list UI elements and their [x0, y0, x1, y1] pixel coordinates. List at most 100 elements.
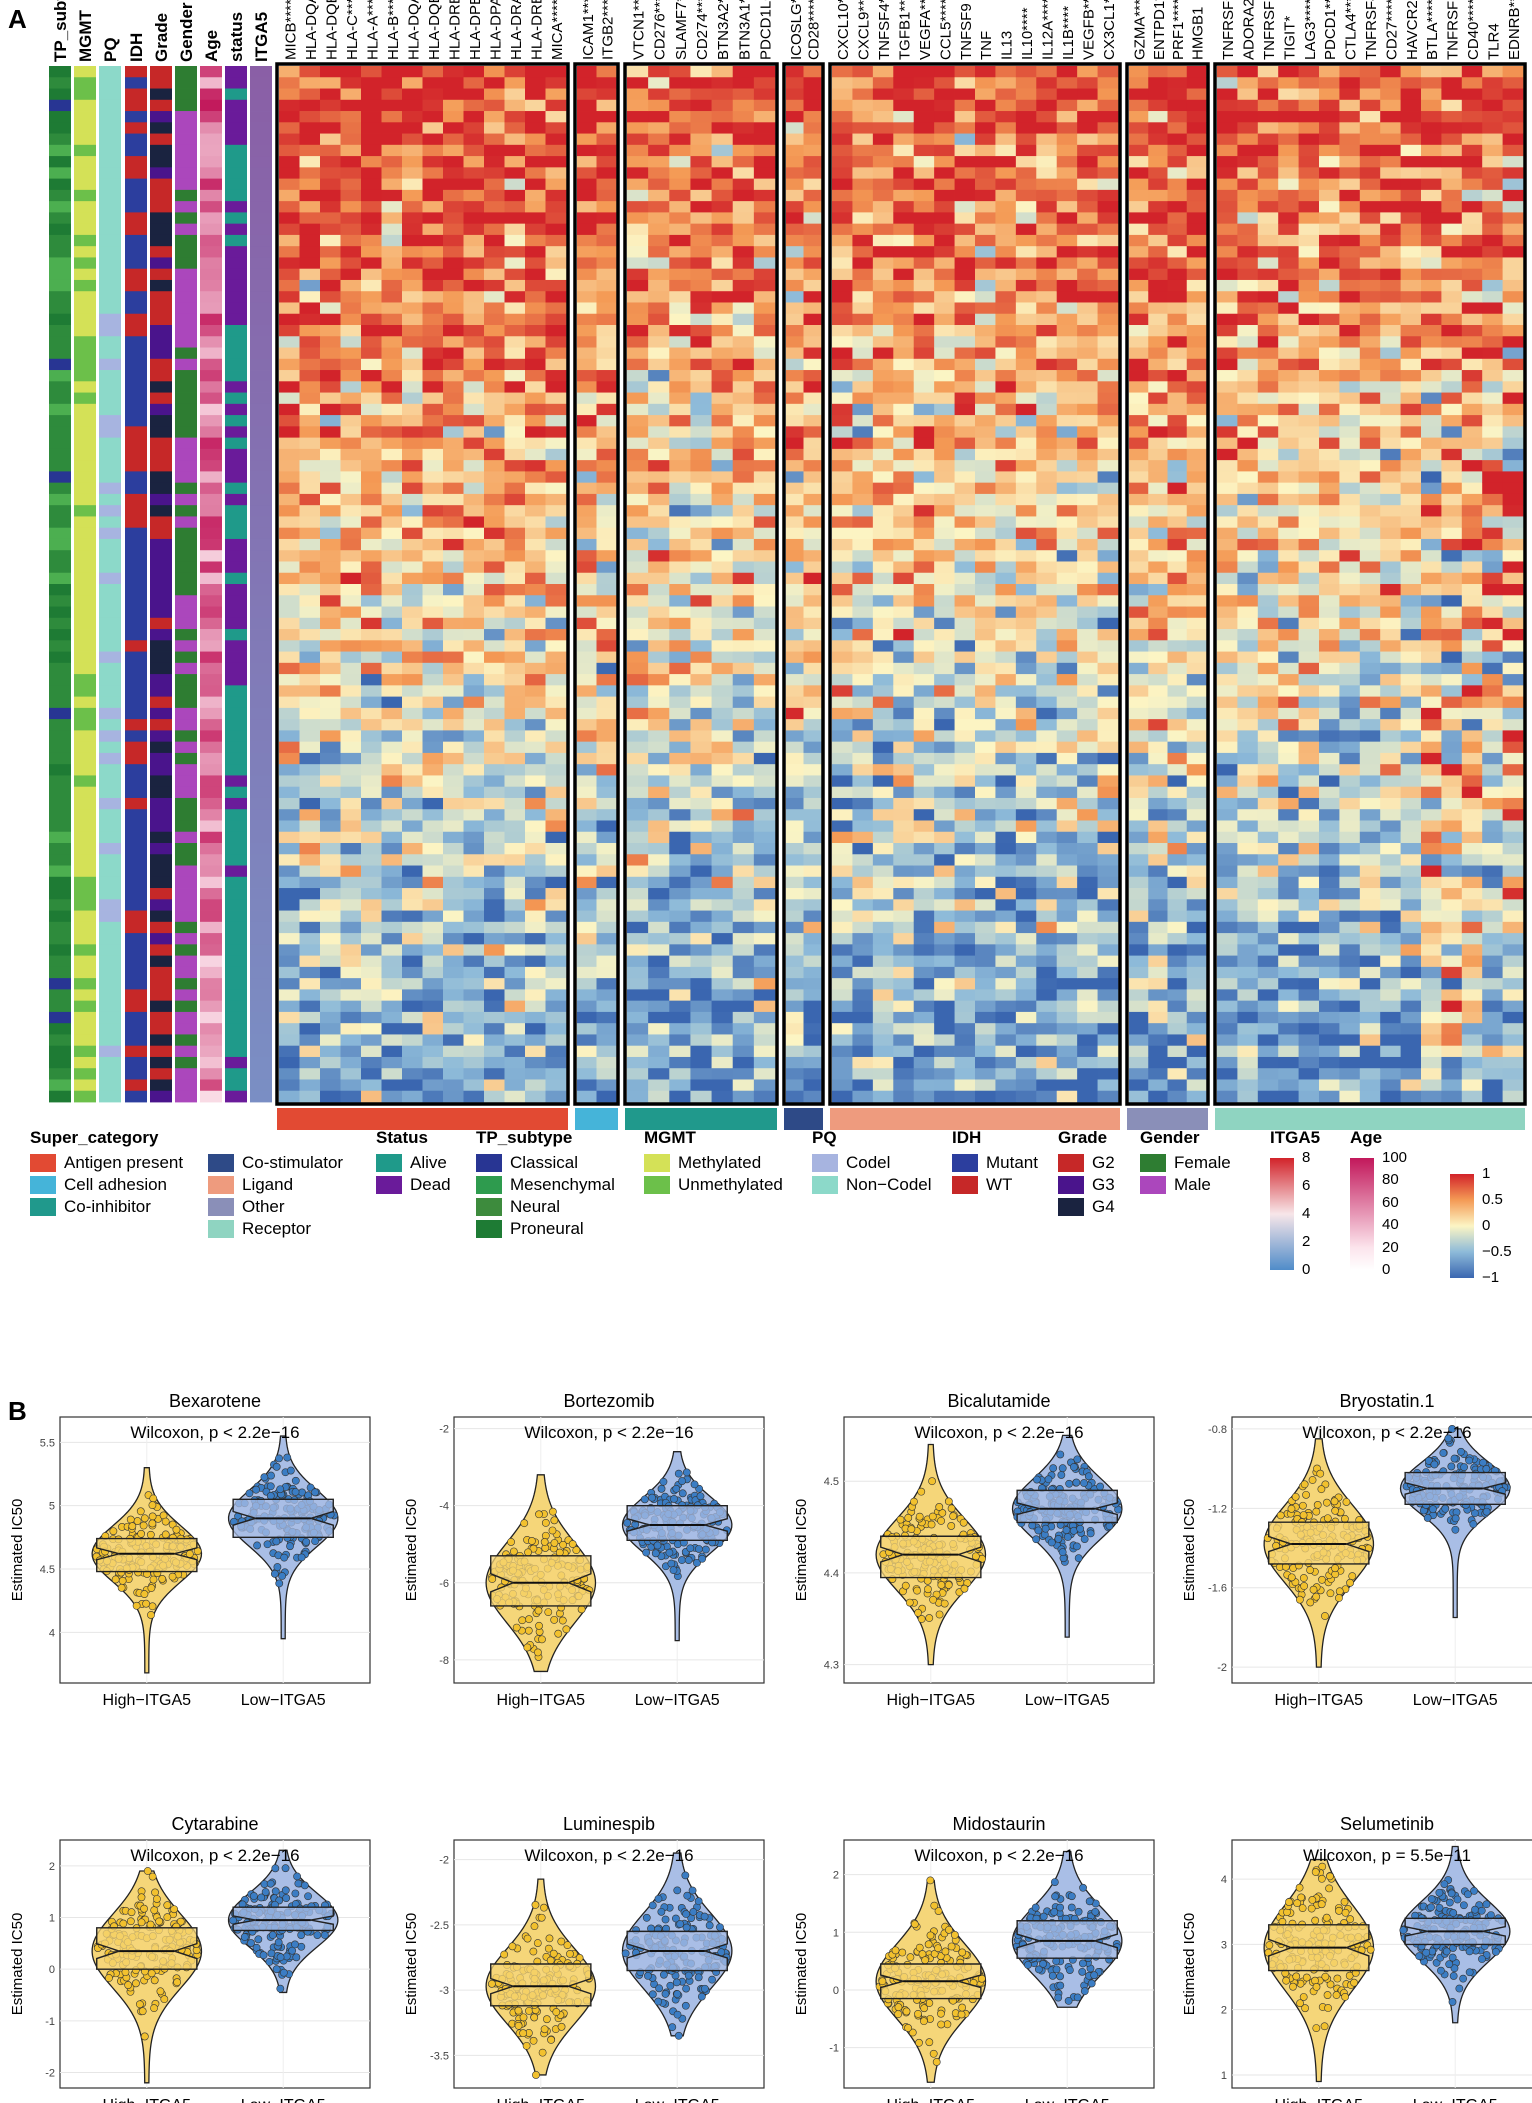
heatmap-cell: [934, 662, 955, 675]
heatmap-cell: [577, 910, 597, 923]
heatmap-cell: [1237, 797, 1259, 810]
heatmap-cell: [1319, 178, 1340, 191]
heatmap-cell: [669, 460, 691, 472]
heatmap-cell: [732, 493, 755, 506]
heatmap-cell: [577, 189, 597, 202]
heatmap-cell: [1298, 820, 1320, 833]
heatmap-cell: [361, 313, 382, 326]
heatmap-cell: [711, 865, 734, 878]
heatmap-cell: [1077, 291, 1098, 303]
heatmap-cell: [648, 189, 670, 202]
heatmap-cell: [1097, 234, 1119, 247]
heatmap-cell: [1148, 561, 1168, 574]
heatmap-cell: [279, 144, 300, 157]
heatmap-cell: [545, 921, 567, 934]
heatmap-cell: [596, 493, 617, 506]
heatmap-cell: [872, 66, 894, 78]
heatmap-cell: [1217, 572, 1238, 585]
heatmap-cell: [1237, 77, 1259, 89]
heatmap-cell: [1380, 437, 1401, 450]
heatmap-cell: [753, 336, 776, 348]
heatmap-cell: [732, 77, 755, 89]
heatmap-cell: [893, 234, 915, 247]
heatmap-cell: [1278, 831, 1299, 844]
heatmap-cell: [443, 865, 464, 878]
heatmap-cell: [711, 538, 734, 551]
heatmap-cell: [463, 201, 485, 213]
heatmap-cell: [1097, 460, 1119, 472]
heatmap-cell: [1097, 426, 1119, 439]
heatmap-cell: [913, 302, 935, 315]
heatmap-cell: [1380, 336, 1401, 348]
heatmap-cell: [1097, 381, 1119, 393]
heatmap-cell: [1421, 505, 1442, 517]
heatmap-cell: [893, 460, 915, 472]
heatmap-cell: [753, 88, 776, 101]
heatmap-cell: [320, 527, 341, 540]
heatmap-cell: [484, 797, 505, 810]
heatmap-cell: [1237, 279, 1259, 292]
heatmap-cell: [786, 381, 804, 393]
heatmap-cell: [463, 662, 485, 675]
heatmap-cell: [504, 944, 526, 957]
heatmap-cell: [1097, 1023, 1119, 1035]
heatmap-cell: [872, 223, 894, 236]
heatmap-cell: [484, 899, 505, 911]
heatmap-cell: [872, 1045, 894, 1058]
heatmap-cell: [1036, 966, 1058, 979]
heatmap-cell: [422, 730, 444, 743]
heatmap-cell: [279, 66, 300, 78]
heatmap-cell: [1237, 955, 1259, 968]
heatmap-cell: [995, 302, 1017, 315]
heatmap-cell: [361, 426, 382, 439]
heatmap-cell: [525, 358, 546, 371]
heatmap-cell: [1129, 888, 1149, 900]
heatmap-cell: [1257, 595, 1279, 607]
heatmap-cell: [995, 437, 1017, 450]
heatmap-cell: [1237, 876, 1259, 889]
heatmap-cell: [504, 989, 526, 1002]
heatmap-cell: [1217, 786, 1238, 799]
heatmap-cell: [320, 888, 341, 900]
heatmap-cell: [596, 786, 617, 799]
heatmap-cell: [893, 629, 915, 641]
heatmap-cell: [299, 809, 321, 821]
heatmap-cell: [402, 77, 423, 89]
heatmap-cell: [525, 989, 546, 1002]
heatmap-cell: [975, 843, 996, 855]
heatmap-cell: [577, 606, 597, 619]
heatmap-cell: [1077, 1034, 1098, 1047]
heatmap-cell: [893, 482, 915, 495]
heatmap-cell: [995, 313, 1017, 326]
heatmap-cell: [1217, 550, 1238, 562]
heatmap-cell: [1097, 910, 1119, 923]
heatmap-cell: [443, 1068, 464, 1080]
heatmap-cell: [852, 437, 874, 450]
heatmap-cell: [340, 370, 362, 382]
heatmap-cell: [893, 933, 915, 945]
heatmap-cell: [753, 516, 776, 529]
heatmap-cell: [786, 257, 804, 270]
heatmap-cell: [648, 482, 670, 495]
heatmap-cell: [1015, 437, 1037, 450]
heatmap-cell: [872, 516, 894, 529]
heatmap-cell: [832, 313, 853, 326]
heatmap-cell: [995, 899, 1017, 911]
heatmap-cell: [648, 426, 670, 439]
heatmap-cell: [1257, 460, 1279, 472]
track-label-grade: Grade: [152, 13, 171, 62]
heatmap-cell: [1257, 133, 1279, 146]
heatmap-cell: [545, 595, 567, 607]
heatmap-cell: [1359, 77, 1381, 89]
heatmap-cell: [1167, 820, 1188, 833]
heatmap-cell: [361, 584, 382, 596]
heatmap-cell: [381, 921, 403, 934]
heatmap-cell: [934, 831, 955, 844]
heatmap-cell: [732, 448, 755, 461]
heatmap-cell: [1097, 189, 1119, 202]
heatmap-cell: [852, 854, 874, 866]
heatmap-cell: [1036, 381, 1058, 393]
heatmap-cell: [1278, 358, 1299, 371]
heatmap-cell: [893, 1090, 915, 1103]
heatmap-cell: [381, 809, 403, 821]
